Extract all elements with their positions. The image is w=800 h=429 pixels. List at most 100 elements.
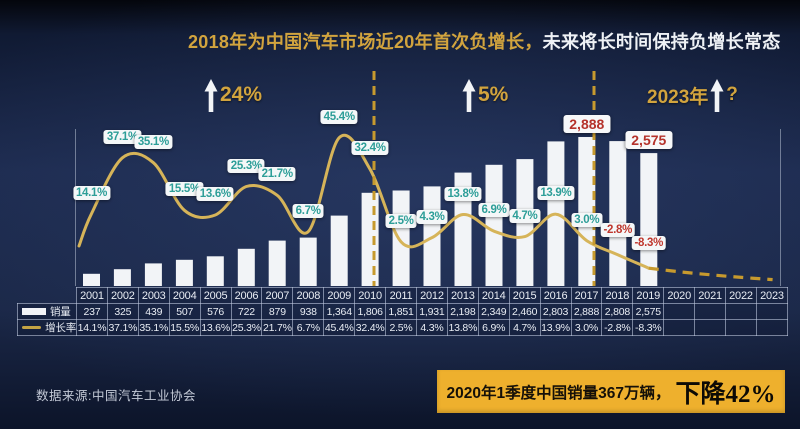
sales-bar-2002 <box>113 269 131 286</box>
table-corner-cell <box>18 288 77 304</box>
growth-cell-2009: 45.4% <box>323 319 356 336</box>
sales-cell-2021 <box>694 303 727 320</box>
growth-legend-label: 增长率 <box>45 322 76 334</box>
data-table: 2001 2002 2003 2004 2005 2006 2007 2008 2009 2010… <box>17 287 789 336</box>
sales-cell-2017: 2,888 <box>570 303 603 320</box>
sales-cell-2005: 576 <box>199 303 232 320</box>
growth-cell-2004: 15.5% <box>168 319 201 336</box>
growth-cell-2023 <box>755 319 789 336</box>
sales-cell-2002: 325 <box>106 303 139 320</box>
phase2-growth-label: 5% <box>478 83 509 106</box>
growth-cell-2017: 3.0% <box>570 319 603 336</box>
growth-cell-2003: 35.1% <box>137 319 170 336</box>
banner-emphasis: 下降42% <box>675 380 776 408</box>
sales-bar-2013 <box>454 172 472 286</box>
growth-cell-2006: 25.3% <box>230 319 263 336</box>
growth-cell-2005: 13.6% <box>199 319 232 336</box>
growth-cell-2001: 14.1% <box>76 319 108 336</box>
growth-cell-2008: 6.7% <box>292 319 325 336</box>
growth-cell-2020 <box>663 319 696 336</box>
year-cell-2009: 2009 <box>323 287 356 304</box>
growth-cell-2018: -2.8% <box>601 319 634 336</box>
growth-cell-2019: -8.3% <box>632 319 665 336</box>
year-cell-2010: 2010 <box>354 287 387 304</box>
up-arrow-icon <box>204 78 218 112</box>
phase3-question-mark: ? <box>726 84 738 105</box>
year-cell-2006: 2006 <box>230 287 263 304</box>
year-cell-2022: 2022 <box>725 287 757 304</box>
sales-cell-2011: 1,851 <box>385 303 417 320</box>
sales-bar-2005 <box>206 256 224 286</box>
title-rest: 未来将长时间保持负增长常态 <box>542 32 781 52</box>
sales-bar-2014 <box>485 164 503 286</box>
annotation-phase2: 5% <box>462 78 508 112</box>
sales-cell-2001: 237 <box>76 303 108 320</box>
year-cell-2021: 2021 <box>694 287 727 304</box>
sales-cell-2020 <box>663 303 696 320</box>
sales-bar-2007 <box>268 240 286 286</box>
sales-cell-2012: 1,931 <box>415 303 448 320</box>
sales-cell-2015: 2,460 <box>508 303 541 320</box>
sales-cell-2010: 1,806 <box>354 303 387 320</box>
year-cell-2016: 2016 <box>539 287 572 304</box>
year-cell-2011: 2011 <box>385 287 417 304</box>
growth-line <box>77 133 651 270</box>
year-cell-2003: 2003 <box>137 287 170 304</box>
sales-cell-2014: 2,349 <box>477 303 510 320</box>
year-cell-2013: 2013 <box>446 287 479 304</box>
annotation-phase1: 24% <box>204 78 262 112</box>
year-cell-2004: 2004 <box>168 287 201 304</box>
growth-line-swatch-icon <box>22 326 42 329</box>
year-cell-2012: 2012 <box>415 287 448 304</box>
sales-bar-2010 <box>361 192 379 286</box>
sales-bar-2015 <box>516 159 534 286</box>
sales-bar-2011 <box>392 190 410 286</box>
sales-bar-swatch-icon <box>22 308 46 315</box>
year-cell-2002: 2002 <box>106 287 139 304</box>
year-cell-2018: 2018 <box>601 287 634 304</box>
page-title: 2018年为中国汽车市场近20年首次负增长，未来将长时间保持负增长常态 <box>188 28 781 54</box>
sales-bar-2019 <box>640 153 658 286</box>
year-cell-2020: 2020 <box>663 287 696 304</box>
sales-cell-2016: 2,803 <box>539 303 572 320</box>
phase1-growth-label: 24% <box>220 83 263 106</box>
data-source: 数据来源:中国汽车工业协会 <box>36 389 196 403</box>
growth-cell-2015: 4.7% <box>508 319 541 336</box>
table-row-label-sales: 销量 <box>17 303 77 320</box>
growth-cell-2007: 21.7% <box>261 319 294 336</box>
sales-bar-2006 <box>237 248 255 287</box>
sales-bar-2004 <box>175 259 193 286</box>
up-arrow-icon <box>710 78 724 112</box>
year-cell-2007: 2007 <box>261 287 294 304</box>
sales-cell-2006: 722 <box>230 303 263 320</box>
year-cell-2001: 2001 <box>76 287 108 304</box>
year-cell-2005: 2005 <box>199 287 232 304</box>
growth-cell-2016: 13.9% <box>539 319 572 336</box>
sales-cell-2009: 1,364 <box>323 303 356 320</box>
growth-cell-2012: 4.3% <box>415 319 448 336</box>
sales-bar-2001 <box>83 273 100 286</box>
growth-projection-dashed <box>648 266 773 282</box>
sales-legend-label: 销量 <box>50 306 71 318</box>
highlight-banner: 2020年1季度中国销量367万辆， 下降42% <box>437 370 785 413</box>
year-cell-2014: 2014 <box>477 287 510 304</box>
sales-cell-2007: 879 <box>261 303 294 320</box>
year-cell-2019: 2019 <box>632 287 665 304</box>
sales-cell-2018: 2,808 <box>601 303 634 320</box>
growth-cell-2021 <box>694 319 727 336</box>
growth-cell-2013: 13.8% <box>446 319 479 336</box>
banner-text: 2020年1季度中国销量367万辆， <box>446 384 671 402</box>
sales-bar-2018 <box>609 141 627 286</box>
growth-cell-2010: 32.4% <box>354 319 387 336</box>
growth-cell-2022 <box>725 319 757 336</box>
growth-cell-2002: 37.1% <box>106 319 139 336</box>
title-highlight: 2018年为中国汽车市场近20年首次负增长， <box>188 32 543 52</box>
sales-cell-2004: 507 <box>168 303 201 320</box>
sales-cell-2019: 2,575 <box>632 303 665 320</box>
phase3-year-label: 2023年 <box>647 86 709 108</box>
sales-cell-2022 <box>725 303 757 320</box>
sales-cell-2008: 938 <box>292 303 325 320</box>
sales-cell-2013: 2,198 <box>446 303 479 320</box>
